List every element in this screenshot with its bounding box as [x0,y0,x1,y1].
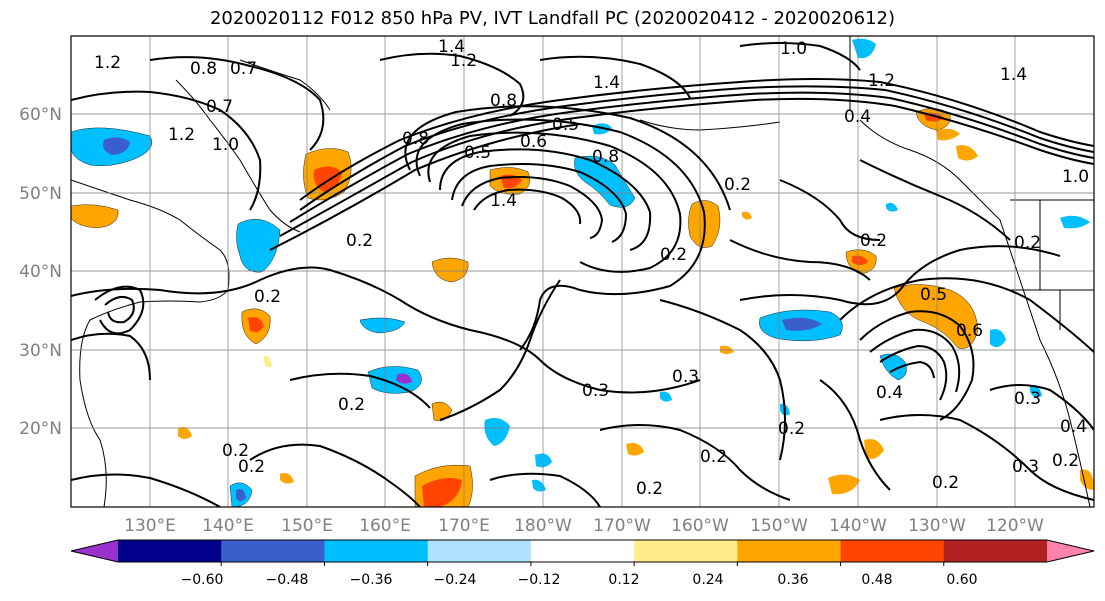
contour-label: 1.0 [1062,167,1089,187]
colorbar-segment [221,540,325,562]
lon-label: 180°W [514,516,572,536]
lon-label: 160°E [359,516,411,536]
contour-label: 1.0 [212,135,239,155]
map-frame [70,35,1095,508]
contour-label: 0.2 [346,231,373,251]
contour-labels: 1.2 0.8 0.7 1.4 1.2 1.4 1.0 1.2 1.4 0.8 … [94,37,1089,499]
contour-label: 1.2 [168,125,195,145]
colorbar-tick-label: −0.36 [350,572,393,588]
lon-label: 160°W [671,516,729,536]
contour-label: 1.4 [438,37,465,57]
contour-label: 0.3 [672,367,699,387]
colorbar-segment [840,540,945,562]
contour-label: 0.2 [724,175,751,195]
colorbar-tick-label: −0.12 [518,572,561,588]
lon-label: 150°W [750,516,808,536]
colorbar-tick-label: −0.60 [181,572,224,588]
lon-label: 170°W [593,516,651,536]
contour-label: 0.2 [860,231,887,251]
contour-label: 0.3 [1012,457,1039,477]
contour-label: 0.8 [402,129,429,149]
colorbar-tick-labels: −0.60 −0.48 −0.36 −0.24 −0.12 0.12 0.24 … [181,572,978,588]
colorbar-extend-min [71,540,118,562]
colorbar-outline [70,539,1095,563]
contour-label: 0.7 [206,97,233,117]
contour-label: 0.8 [592,147,619,167]
contour-label: 1.2 [450,51,477,71]
lon-label: 170°E [438,516,490,536]
colorbar-segment [530,540,635,562]
contour-label: 0.5 [552,115,579,135]
colorbar-tick-label: 0.24 [692,572,723,588]
contour-label: 0.8 [490,91,517,111]
contour-label: 0.2 [1014,233,1041,253]
colorbar-segment [634,540,738,562]
lon-label: 140°W [829,516,887,536]
contour-label: 0.2 [1052,451,1079,471]
contour-label: 1.4 [1000,65,1027,85]
contour-label: 0.4 [876,383,903,403]
latitude-labels: 60°N 50°N 40°N 30°N 20°N [19,105,62,439]
contour-label: 0.2 [932,473,959,493]
colorbar-segment [737,540,842,562]
colorbar-tick-label: 0.60 [946,572,977,588]
contour-label: 0.3 [1014,389,1041,409]
lat-label: 60°N [19,105,62,125]
graticule [71,36,1094,507]
contour-label: 0.2 [660,245,687,265]
lon-label: 150°E [281,516,333,536]
colorbar-tick-label: 0.36 [777,572,808,588]
lat-label: 20°N [19,419,62,439]
contour-label: 0.8 [190,59,217,79]
contour-label: 0.2 [778,419,805,439]
contour-label: 0.2 [254,287,281,307]
contour-label: 0.7 [230,59,257,79]
contour-label: 1.4 [490,191,517,211]
lat-label: 30°N [19,341,62,361]
contour-label: 0.5 [920,285,947,305]
colorbar-extend-max [1047,540,1094,562]
lon-label: 130°E [124,516,176,536]
colorbar-tick-label: 0.12 [608,572,639,588]
chart-title: 2020020112 F012 850 hPa PV, IVT Landfall… [209,8,896,29]
contour-label: 0.4 [1060,417,1087,437]
contour-label: 0.2 [238,457,265,477]
contour-label: 1.2 [868,71,895,91]
lon-label: 130°W [908,516,966,536]
colorbar-segment [324,540,429,562]
contour-label: 0.4 [844,107,871,127]
lat-label: 50°N [19,184,62,204]
map-area: 1.2 0.8 0.7 1.4 1.2 1.4 1.0 1.2 1.4 0.8 … [71,36,1094,507]
longitude-labels: 130°E 140°E 150°E 160°E 170°E 180°W 170°… [124,516,1044,536]
colorbar-segment [427,540,532,562]
lat-label: 40°N [19,262,62,282]
lon-label: 140°E [202,516,254,536]
contour-label: 0.2 [338,395,365,415]
contour-label: 1.2 [94,53,121,73]
colorbar-segment [943,540,1048,562]
lon-label: 120°W [986,516,1044,536]
contour-label: 0.6 [520,132,547,152]
colorbar-segment [118,540,222,562]
colorbar-tick-label: −0.48 [266,572,309,588]
contour-label: 1.0 [780,39,807,59]
contour-label: 1.4 [593,73,620,93]
contour-label: 0.5 [464,143,491,163]
contour-label: 0.2 [222,441,249,461]
contour-label: 0.3 [582,381,609,401]
contour-label: 0.2 [636,479,663,499]
contour-label: 0.2 [700,447,727,467]
colorbar-tick-label: 0.48 [861,572,892,588]
contour-label: 0.6 [956,321,983,341]
pv-contours [71,42,1094,507]
colorbar [70,539,1095,566]
colorbar-tick-label: −0.24 [434,572,477,588]
